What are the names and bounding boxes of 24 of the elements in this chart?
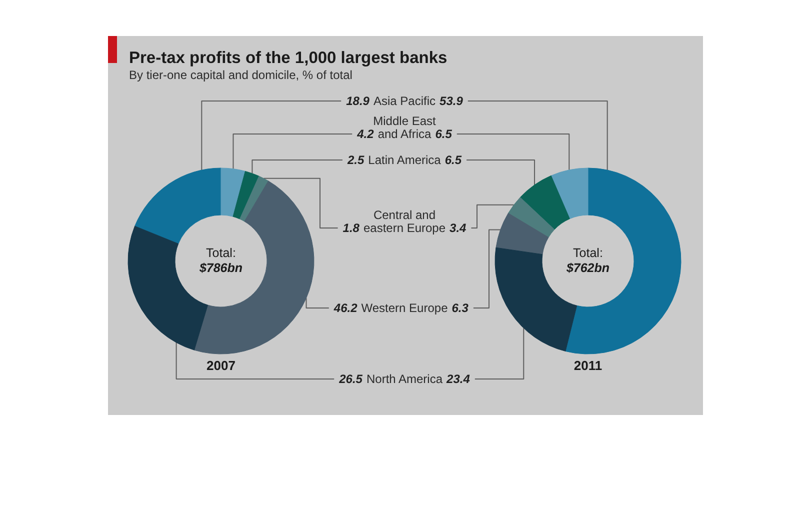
data-label: 1.8 bbox=[342, 221, 360, 235]
data-label: 6.5 bbox=[444, 153, 462, 167]
data-label: 53.9 bbox=[440, 94, 464, 108]
data-label: 6.5 bbox=[435, 127, 452, 141]
chart-subtitle: By tier-one capital and domicile, % of total bbox=[129, 68, 352, 82]
slice-label: Latin America bbox=[368, 153, 442, 167]
slice-label: 2007 bbox=[206, 358, 236, 373]
slice-label: Western Europe bbox=[361, 301, 448, 315]
chart-title: Pre-tax profits of the 1,000 largest banks bbox=[129, 49, 448, 67]
data-label: 23.4 bbox=[446, 372, 470, 386]
slice-label: Asia Pacific bbox=[373, 94, 436, 108]
data-label: 6.3 bbox=[452, 301, 469, 315]
data-label: 18.9 bbox=[346, 94, 370, 108]
data-label: 26.5 bbox=[338, 372, 363, 386]
slice-label: 2011 bbox=[574, 358, 602, 373]
slice-label: North America bbox=[366, 372, 443, 386]
text: Total: $762bn bbox=[565, 246, 610, 275]
data-label: 46.2 bbox=[332, 301, 358, 315]
data-label: 4.2 bbox=[356, 127, 374, 141]
slice-label: Central and eastern Europe bbox=[363, 208, 446, 235]
text: Total: $786bn bbox=[198, 246, 243, 275]
slice-label: Middle East and Africa bbox=[373, 114, 437, 141]
data-label: 3.4 bbox=[450, 221, 467, 235]
data-label: 2.5 bbox=[346, 153, 364, 167]
